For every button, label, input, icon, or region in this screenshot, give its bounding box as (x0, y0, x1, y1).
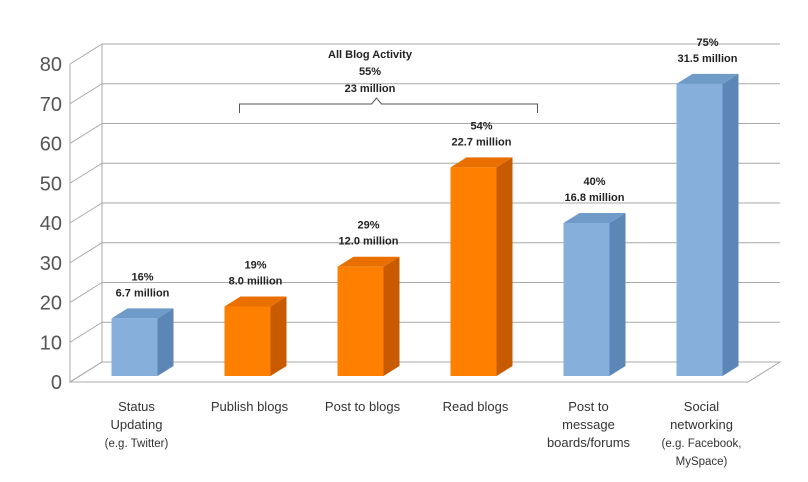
chart-floor (68, 361, 782, 383)
grid-line-diagonal (69, 282, 103, 303)
bar-top-face (337, 256, 400, 267)
data-label-line: 16% (131, 271, 153, 283)
data-label: 16% 6.7 million (116, 271, 170, 299)
bar-side-face (722, 73, 739, 376)
bar-top-face (563, 213, 626, 223)
bar-front-face (111, 318, 158, 376)
category-label-line: MySpace) (676, 456, 728, 468)
y-tick-label: 0 (51, 372, 62, 394)
bar-side-face (270, 296, 287, 376)
bar-front-face (337, 266, 384, 376)
category-label-line: Status (118, 399, 155, 414)
category-label-line: Post to (568, 399, 608, 414)
category-label: Post to message boards/forums (547, 399, 631, 450)
bar: 29% 12.0 million (337, 220, 400, 376)
bar-side-face (383, 256, 400, 376)
data-label: 75% 31.5 million (678, 37, 738, 65)
bar-top-face (224, 296, 287, 307)
blog-activity-annotation: All Blog Activity 55% 23 million (239, 49, 538, 113)
category-label-line: (e.g. Facebook, (662, 438, 742, 450)
grid-lines (68, 43, 782, 383)
data-label-line: 6.7 million (116, 287, 170, 299)
category-label: Read blogs (443, 399, 509, 414)
bar: 75% 31.5 million (676, 37, 739, 376)
grid-line-diagonal (69, 242, 103, 264)
data-label-line: 22.7 million (452, 136, 512, 148)
y-tick-label: 70 (40, 94, 62, 116)
category-label-line: Post to blogs (325, 399, 401, 414)
category-label-line: Read blogs (443, 399, 509, 414)
data-label: 40% 16.8 million (565, 176, 625, 204)
x-axis-categories: Status Updating (e.g. Twitter) Publish blog… (105, 399, 742, 468)
data-label: 29% 12.0 million (339, 220, 399, 248)
grid-line-diagonal (69, 123, 103, 144)
grid-line-diagonal (69, 43, 103, 65)
bar-front-face (676, 83, 723, 376)
y-axis-ticks: 0 10 20 30 40 50 60 70 80 (40, 54, 62, 394)
y-tick-label: 30 (40, 253, 62, 275)
data-label-line: 54% (470, 120, 492, 132)
category-label-line: Updating (110, 417, 162, 432)
annotation-line: 55% (359, 66, 381, 78)
data-label-line: 16.8 million (565, 192, 625, 204)
category-label-line: boards/forums (547, 435, 631, 450)
bar-side-face (496, 157, 513, 376)
category-label-line: Social (684, 399, 720, 414)
bar-top-face (676, 73, 739, 84)
data-label-line: 8.0 million (229, 275, 283, 287)
data-label: 19% 8.0 million (229, 259, 283, 287)
bar-side-face (157, 308, 174, 376)
bar: 54% 22.7 million (450, 120, 513, 376)
data-label-line: 75% (696, 37, 718, 49)
bar-front-face (224, 306, 271, 376)
bar: 40% 16.8 million (563, 176, 626, 376)
bar-front-face (563, 223, 610, 376)
data-label-line: 31.5 million (678, 53, 738, 65)
category-label-line: networking (670, 417, 733, 432)
category-label: Social networking (e.g. Facebook, MySpace) (662, 399, 742, 468)
bar-front-face (450, 167, 497, 376)
data-label-line: 40% (583, 176, 605, 188)
y-tick-label: 20 (40, 293, 62, 315)
y-tick-label: 80 (40, 54, 62, 76)
category-label-line: (e.g. Twitter) (105, 438, 169, 450)
category-label-line: Publish blogs (211, 399, 289, 414)
bar-top-face (111, 308, 174, 319)
bars: 16% 6.7 million 19% 8.0 million 29% 12.0 mill… (111, 37, 739, 376)
data-label-line: 12.0 million (339, 236, 399, 248)
annotation-bracket (239, 97, 538, 113)
bar-top-face (450, 157, 513, 168)
bar: 16% 6.7 million (111, 271, 174, 376)
grid-line-diagonal (69, 162, 103, 184)
category-label-line: message (562, 417, 615, 432)
y-tick-label: 60 (40, 134, 62, 156)
category-label: Publish blogs (211, 399, 289, 414)
y-tick-label: 50 (40, 173, 62, 195)
bar-side-face (609, 213, 626, 376)
data-label: 54% 22.7 million (452, 120, 512, 148)
data-label-line: 19% (244, 259, 266, 271)
grid-line-diagonal (69, 321, 103, 343)
annotation-line: 23 million (345, 83, 396, 95)
y-tick-label: 10 (40, 332, 62, 354)
data-label-line: 29% (357, 220, 379, 232)
category-label: Post to blogs (325, 399, 401, 414)
bar: 19% 8.0 million (224, 259, 287, 376)
grid-line-diagonal (69, 83, 103, 105)
grid-line-diagonal (69, 202, 103, 224)
category-label: Status Updating (e.g. Twitter) (105, 399, 169, 450)
annotation-line: All Blog Activity (328, 49, 413, 61)
y-tick-label: 40 (40, 213, 62, 235)
